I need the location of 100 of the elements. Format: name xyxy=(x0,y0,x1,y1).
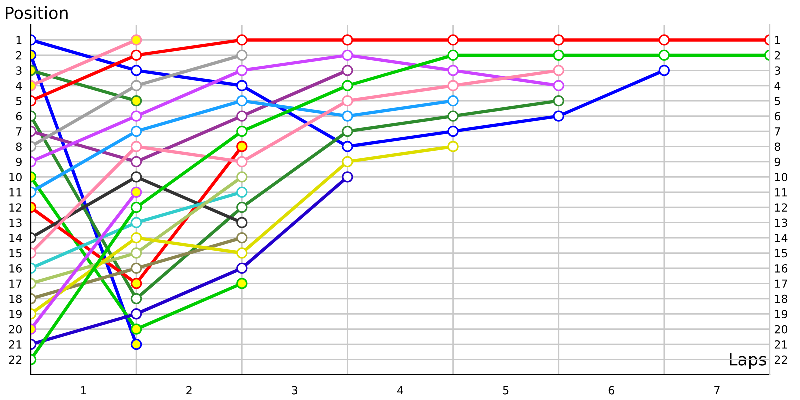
y2-tick-label: 4 xyxy=(774,82,781,90)
y-tick-label: 12 xyxy=(10,204,22,212)
point xyxy=(342,65,354,76)
y2-tick-label: 20 xyxy=(774,325,788,334)
point xyxy=(236,202,248,214)
y-axis-title: Position xyxy=(6,6,68,20)
point xyxy=(553,110,564,122)
x-tick-label: 7 xyxy=(714,386,720,395)
y2-tick-label: 9 xyxy=(774,158,780,166)
x-tick-label: 4 xyxy=(398,386,404,395)
y2-tick-label: 15 xyxy=(775,249,788,258)
point xyxy=(236,278,248,290)
point xyxy=(553,65,564,76)
point xyxy=(342,126,354,138)
y2-tick-label: 5 xyxy=(775,97,780,106)
y-tick-label: 14 xyxy=(10,234,22,242)
point xyxy=(553,80,564,92)
y-tick-label: 4 xyxy=(16,82,22,90)
y2-tick-label: 12 xyxy=(775,204,788,212)
y2-tick-label: 18 xyxy=(775,294,788,304)
y2-tick-label: 6 xyxy=(774,112,781,121)
point xyxy=(130,126,142,138)
y2-tick-label: 22 xyxy=(774,356,788,364)
y-tick-label: 19 xyxy=(10,310,22,319)
point xyxy=(448,126,459,138)
y-tick-label: 7 xyxy=(16,128,22,136)
y-tick-label: 11 xyxy=(10,188,22,197)
point xyxy=(236,217,248,228)
point xyxy=(448,50,459,62)
point xyxy=(236,80,248,92)
point xyxy=(553,96,564,107)
point xyxy=(342,172,354,183)
point xyxy=(236,186,248,198)
point xyxy=(236,141,248,152)
x-tick-label: 2 xyxy=(186,386,192,395)
y2-tick-label: 3 xyxy=(775,66,780,76)
point xyxy=(342,96,354,107)
point xyxy=(236,34,248,46)
point xyxy=(236,248,248,259)
point xyxy=(236,126,248,138)
point xyxy=(130,232,142,244)
point xyxy=(130,141,142,152)
y2-tick-label: 13 xyxy=(775,218,788,228)
point xyxy=(130,293,142,304)
point xyxy=(130,262,142,274)
point xyxy=(448,65,459,76)
y-tick-label: 17 xyxy=(10,280,22,288)
x-tick-label: 5 xyxy=(503,386,509,395)
point xyxy=(658,34,670,46)
y2-tick-label: 16 xyxy=(775,264,788,273)
y2-tick-label: 11 xyxy=(775,188,788,197)
y-tick-label: 2 xyxy=(16,51,22,60)
y-tick-label: 18 xyxy=(10,294,22,304)
y2-tick-label: 17 xyxy=(775,280,788,288)
y-tick-label: 10 xyxy=(10,173,22,182)
y-tick-label: 15 xyxy=(10,249,22,258)
y-tick-label: 1 xyxy=(16,36,22,44)
point xyxy=(130,172,142,183)
y2-tick-label: 2 xyxy=(774,51,780,60)
point xyxy=(342,156,354,168)
y-tick-label: 8 xyxy=(16,142,22,152)
x-tick-label: 3 xyxy=(292,386,298,395)
x-tick-label: 6 xyxy=(608,386,614,395)
point xyxy=(448,96,459,107)
point xyxy=(658,50,670,62)
point xyxy=(342,34,354,46)
point xyxy=(236,262,248,274)
point xyxy=(236,232,248,244)
point xyxy=(553,50,564,62)
y2-tick-label: 8 xyxy=(774,142,780,152)
y-tick-label: 16 xyxy=(10,264,22,273)
point xyxy=(130,217,142,228)
point xyxy=(342,110,354,122)
point xyxy=(236,110,248,122)
point xyxy=(236,172,248,183)
point xyxy=(130,308,142,320)
point xyxy=(448,110,459,122)
point xyxy=(130,50,142,62)
point xyxy=(130,80,142,92)
point xyxy=(236,156,248,168)
y-tick-label: 5 xyxy=(16,97,22,106)
y2-tick-label: 21 xyxy=(774,340,788,349)
y2-tick-label: 7 xyxy=(775,128,780,136)
y2-tick-label: 14 xyxy=(775,234,788,242)
y-tick-label: 13 xyxy=(10,218,22,228)
y2-tick-label: 1 xyxy=(775,36,780,44)
y-tick-label: 3 xyxy=(16,66,22,76)
y-tick-label: 22 xyxy=(9,356,22,364)
y-tick-label: 6 xyxy=(16,112,22,121)
point xyxy=(342,80,354,92)
x-tick-label: 1 xyxy=(81,386,86,395)
point xyxy=(130,278,142,290)
point xyxy=(658,65,670,76)
point xyxy=(342,141,354,152)
y-tick-label: 20 xyxy=(9,325,22,334)
point xyxy=(236,50,248,62)
point xyxy=(130,156,142,168)
point xyxy=(448,141,459,152)
y2-tick-label: 19 xyxy=(775,310,788,319)
point xyxy=(342,50,354,62)
